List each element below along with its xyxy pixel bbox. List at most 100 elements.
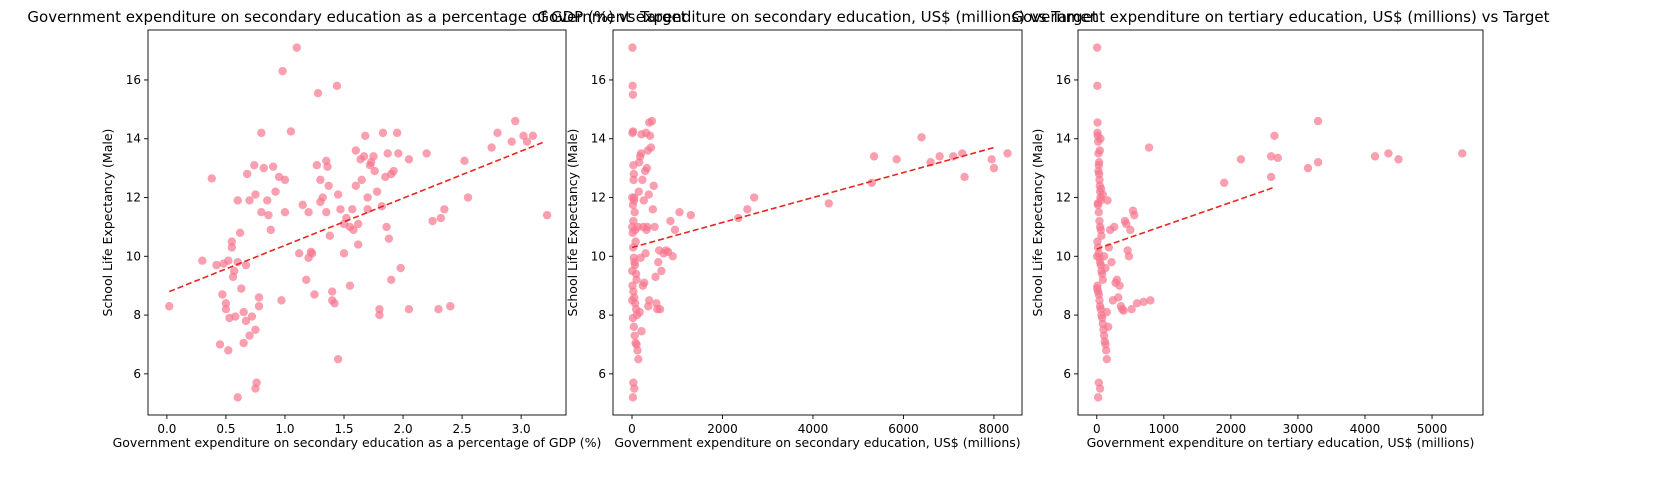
- data-point: [378, 128, 388, 138]
- data-point: [422, 149, 431, 158]
- data-point: [235, 228, 245, 237]
- data-point: [1102, 307, 1112, 317]
- x-tick-label: 0: [628, 422, 636, 436]
- x-tick-label: 1.5: [334, 422, 353, 436]
- data-point: [869, 152, 879, 161]
- data-point: [651, 272, 660, 282]
- y-tick-label: 14: [591, 132, 606, 146]
- data-point: [375, 310, 384, 320]
- y-tick-label: 12: [591, 191, 606, 205]
- data-point: [634, 354, 643, 364]
- data-point: [348, 205, 357, 214]
- data-point: [428, 216, 437, 226]
- data-point: [207, 174, 216, 183]
- data-point: [349, 225, 358, 235]
- data-point: [628, 313, 638, 323]
- data-point: [237, 284, 246, 293]
- data-point: [989, 163, 999, 173]
- data-point: [643, 146, 653, 155]
- y-tick-label: 12: [126, 191, 141, 205]
- data-point: [233, 393, 242, 402]
- data-point: [353, 219, 363, 229]
- data-point: [1266, 172, 1276, 182]
- data-point: [394, 149, 403, 158]
- data-point: [1093, 81, 1102, 91]
- data-point: [1107, 257, 1116, 267]
- data-point: [644, 296, 654, 305]
- data-point: [987, 155, 996, 164]
- data-point: [632, 275, 641, 285]
- data-point: [233, 257, 242, 267]
- x-tick-label: 4000: [1350, 422, 1381, 436]
- data-point: [307, 249, 317, 258]
- data-point: [268, 162, 278, 171]
- trend-line: [168, 140, 546, 293]
- y-tick-label: 16: [591, 73, 606, 87]
- data-point: [675, 208, 684, 217]
- data-point: [1003, 149, 1012, 158]
- y-tick-label: 10: [1056, 249, 1071, 263]
- axes-frame: [147, 29, 567, 416]
- y-tick-label: 6: [1063, 367, 1071, 381]
- scatter-points: [628, 43, 1012, 402]
- scatter-points: [1092, 43, 1467, 402]
- data-point: [511, 116, 520, 126]
- data-point: [286, 127, 296, 136]
- data-point: [278, 66, 287, 76]
- data-point: [1219, 178, 1229, 188]
- data-point: [316, 175, 325, 185]
- x-tick-label: 1.0: [275, 422, 294, 436]
- data-point: [1313, 116, 1323, 126]
- data-point: [271, 187, 280, 196]
- scatter-points: [165, 43, 552, 402]
- data-point: [507, 137, 516, 146]
- data-point: [743, 205, 752, 214]
- data-point: [633, 346, 642, 355]
- x-tick-label: 6000: [888, 422, 919, 436]
- data-point: [1146, 296, 1155, 305]
- data-point: [227, 237, 237, 246]
- data-point: [542, 210, 552, 220]
- data-point: [636, 253, 645, 262]
- data-point: [333, 190, 343, 199]
- axes-frame: [1077, 29, 1484, 416]
- data-point: [644, 118, 654, 127]
- data-point: [387, 275, 396, 285]
- data-point: [361, 131, 370, 141]
- data-point: [254, 293, 264, 302]
- data-point: [1092, 284, 1102, 293]
- data-point: [636, 149, 646, 158]
- y-axis-label: School Life Expectancy (Male): [100, 129, 115, 317]
- axes-frame: [612, 29, 1023, 416]
- data-point: [198, 256, 207, 265]
- data-point: [628, 81, 637, 91]
- data-point: [330, 299, 339, 308]
- data-point: [1096, 134, 1105, 143]
- data-point: [242, 169, 252, 179]
- x-tick-label: 0: [1093, 422, 1101, 436]
- data-point: [383, 149, 392, 158]
- data-point: [670, 225, 680, 235]
- data-point: [630, 208, 639, 217]
- data-point: [229, 266, 239, 276]
- y-tick-label: 6: [133, 367, 141, 381]
- data-point: [628, 222, 637, 232]
- data-point: [638, 281, 648, 290]
- data-point: [1094, 158, 1104, 167]
- data-point: [312, 160, 322, 170]
- data-point: [917, 133, 926, 142]
- y-tick-label: 14: [1056, 132, 1071, 146]
- data-point: [628, 266, 637, 276]
- data-point: [241, 260, 251, 270]
- y-axis-label: School Life Expectancy (Male): [1030, 129, 1045, 317]
- y-tick-label: 8: [1063, 308, 1071, 322]
- x-tick-label: 2.5: [453, 422, 472, 436]
- data-point: [668, 252, 677, 261]
- data-point: [396, 263, 405, 273]
- data-point: [1126, 225, 1135, 235]
- y-tick-label: 16: [1056, 73, 1071, 87]
- x-tick-label: 5000: [1417, 422, 1448, 436]
- data-point: [239, 307, 248, 317]
- data-point: [251, 190, 260, 199]
- data-point: [224, 256, 233, 265]
